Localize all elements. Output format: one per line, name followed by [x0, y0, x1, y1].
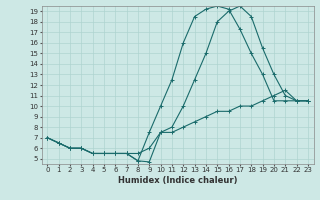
X-axis label: Humidex (Indice chaleur): Humidex (Indice chaleur): [118, 176, 237, 185]
